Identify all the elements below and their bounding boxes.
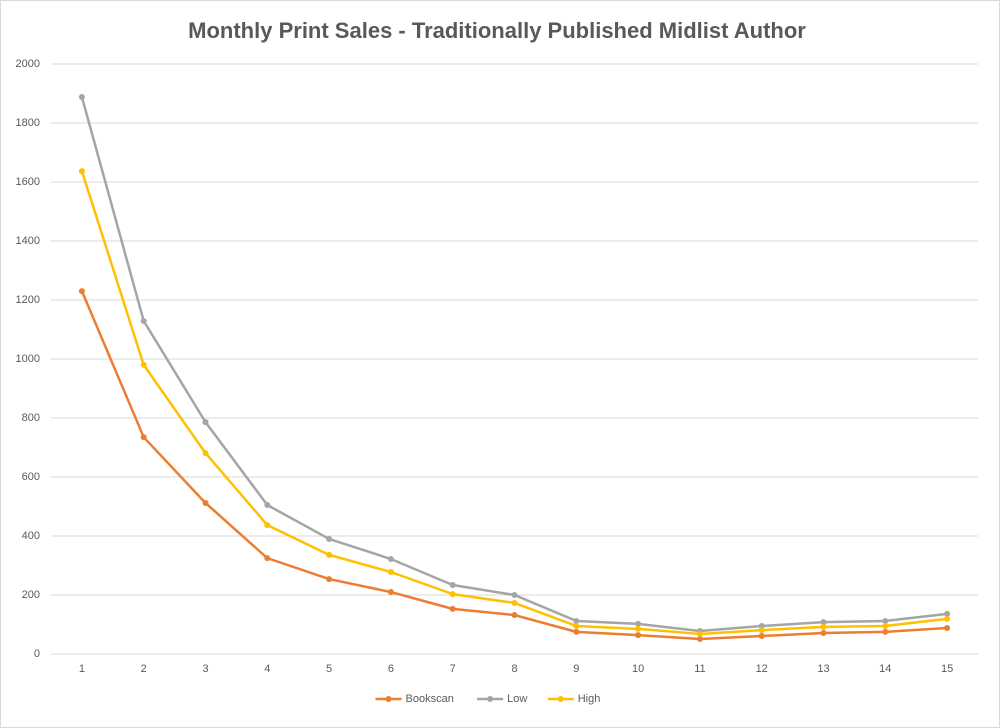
data-point [202,419,209,426]
data-point [449,581,456,588]
x-tick-label: 4 [264,663,270,675]
x-tick-label: 6 [388,663,394,675]
y-tick-label: 0 [34,648,40,660]
data-point [78,288,85,295]
data-point [758,622,765,629]
data-point [326,535,333,542]
data-point [882,622,889,629]
data-point [511,592,518,598]
x-tick-label: 2 [141,663,147,675]
y-tick-label: 1200 [16,294,40,306]
data-point [820,619,827,626]
data-point [449,605,456,612]
data-point [573,622,580,629]
data-point [758,633,765,640]
data-point [882,617,889,624]
data-point [264,502,271,509]
x-tick-label: 13 [817,663,829,675]
data-point [140,361,147,368]
legend-marker [385,696,392,702]
data-point [944,615,951,622]
y-tick-label: 1600 [16,176,40,188]
legend-label: Bookscan [406,693,454,705]
data-point [511,612,518,619]
data-point [326,576,333,583]
data-point [202,499,209,506]
y-tick-label: 1800 [16,117,40,129]
data-point [635,632,642,639]
data-point [944,625,951,632]
x-tick-label: 15 [941,663,953,675]
y-tick-label: 800 [22,412,40,424]
data-point [264,555,271,562]
data-point [387,568,394,575]
data-point [696,630,703,637]
data-point [202,450,209,457]
y-tick-label: 200 [22,589,40,601]
data-point [326,551,333,558]
data-point [635,620,642,627]
y-tick-label: 400 [22,530,40,542]
data-point [387,556,394,563]
data-point [635,625,642,632]
data-point [758,627,765,634]
data-point [882,628,889,635]
data-point [140,317,147,324]
data-point [264,522,271,529]
x-tick-label: 1 [79,663,85,675]
data-point [449,591,456,598]
legend-marker [487,696,494,702]
data-point [820,630,827,637]
data-point [387,589,394,596]
legend-label: High [578,693,601,705]
y-tick-label: 2000 [16,58,40,70]
legend-label: Low [507,693,527,705]
y-tick-label: 1000 [16,353,40,365]
y-tick-label: 600 [22,471,40,483]
x-tick-label: 7 [450,663,456,675]
data-point [573,628,580,635]
x-tick-label: 3 [202,663,208,675]
x-tick-label: 10 [632,663,644,675]
data-point [78,94,85,101]
data-point [140,434,147,441]
data-point [78,168,85,175]
x-tick-label: 11 [694,663,705,675]
data-point [944,610,951,617]
x-tick-label: 5 [326,663,332,675]
data-point [573,617,580,624]
chart-title: Monthly Print Sales - Traditionally Publ… [188,18,806,43]
x-tick-label: 8 [511,663,517,675]
x-tick-label: 12 [756,663,768,675]
x-tick-label: 14 [879,663,891,675]
data-point [696,635,703,642]
y-tick-label: 1400 [16,235,40,247]
x-tick-label: 9 [573,663,579,675]
data-point [820,623,827,630]
legend-marker [557,696,564,702]
data-point [511,599,518,606]
